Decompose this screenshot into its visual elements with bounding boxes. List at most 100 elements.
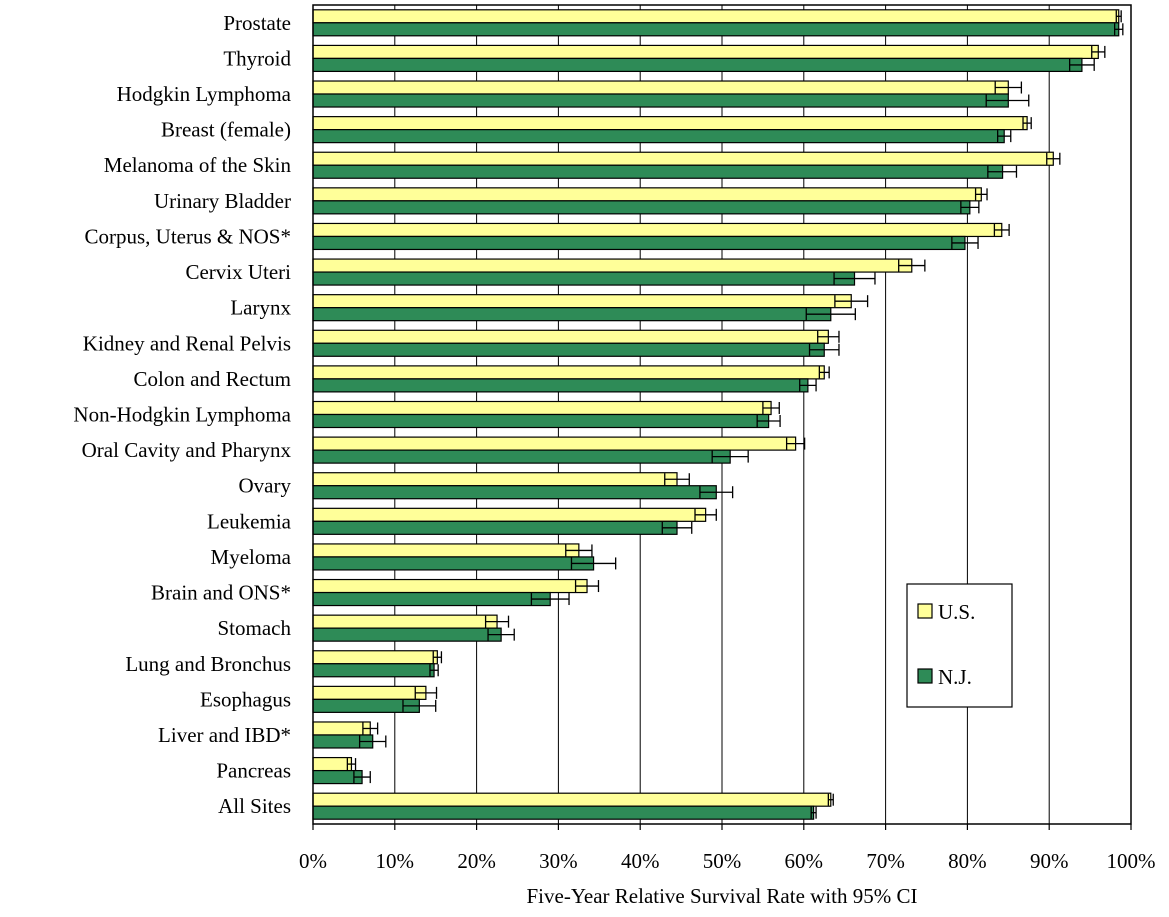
category-label: Kidney and Renal Pelvis [83, 331, 291, 355]
x-tick-label: 60% [785, 849, 824, 873]
bar-nj [312, 485, 717, 500]
category-label: Oral Cavity and Pharynx [82, 438, 292, 462]
x-tick-label: 10% [376, 849, 415, 873]
error-bar-us [346, 758, 357, 771]
bar-us [312, 792, 832, 807]
x-tick-label: 30% [539, 849, 578, 873]
error-bar-nj [960, 201, 980, 214]
bar-us [312, 151, 1054, 166]
category-label: Prostate [223, 11, 291, 35]
error-bar-us [818, 366, 830, 379]
error-bars [346, 10, 1124, 819]
category-label: Breast (female) [161, 118, 291, 142]
legend-swatch-nj [917, 668, 933, 684]
error-bar-nj [711, 450, 749, 463]
bar-us [312, 116, 1028, 131]
error-bar-nj [1069, 58, 1095, 71]
category-labels: Prostate Thyroid Hodgkin Lymphoma Breast (f… [73, 11, 291, 818]
bar-nj [312, 413, 770, 429]
x-tick-label: 100% [1107, 849, 1156, 873]
bar-nj [312, 378, 809, 393]
category-label: Urinary Bladder [154, 189, 291, 213]
error-bar-nj [985, 94, 1030, 107]
bar-nj [312, 57, 1083, 73]
bar-nj [312, 200, 971, 215]
error-bar-us [664, 473, 690, 486]
category-label: Myeloma [211, 545, 292, 569]
error-bar-us [762, 402, 780, 414]
category-label: Lung and Bronchus [125, 652, 291, 676]
bar-nj [312, 805, 815, 820]
x-axis-ticks: 0% 10% 20% 30% 40% 50% 60% 70% 80% 90% 100% [299, 824, 1156, 873]
bar-us [312, 187, 982, 202]
bar-us [312, 365, 825, 380]
error-bar-us [994, 81, 1023, 94]
bar-us [312, 756, 353, 772]
error-bar-us [974, 188, 988, 201]
bar-nj [312, 591, 551, 607]
bar-us [312, 222, 1003, 238]
error-bar-us [834, 295, 869, 308]
error-bar-us [574, 580, 600, 593]
error-bar-us [362, 722, 379, 735]
bar-nj [312, 556, 595, 571]
category-label: Larynx [230, 296, 291, 320]
bar-nj [312, 342, 825, 357]
error-bar-nj [1113, 23, 1124, 36]
x-tick-label: 80% [948, 849, 987, 873]
error-bar-nj [530, 593, 570, 606]
x-tick-label: 40% [621, 849, 660, 873]
category-label: Hodgkin Lymphoma [117, 82, 292, 106]
bar-nj [312, 271, 856, 286]
bar-us [312, 400, 772, 416]
error-bar-nj [997, 130, 1012, 143]
error-bar-us [1022, 117, 1032, 130]
error-bar-nj [833, 272, 876, 285]
bar-us [312, 258, 913, 273]
bar-nj [312, 164, 1004, 179]
legend: U.S. N.J. [906, 583, 1013, 708]
bar-nj [312, 129, 1005, 144]
error-bar-us [785, 437, 806, 450]
error-bar-nj [699, 486, 734, 499]
bar-us [312, 685, 427, 700]
bar-nj [312, 22, 1120, 37]
error-bar-nj [756, 415, 781, 427]
category-label: Pancreas [216, 759, 291, 783]
error-bar-nj [402, 699, 437, 712]
error-bar-us [1046, 152, 1061, 165]
error-bar-us [898, 259, 926, 272]
legend-label-nj: N.J. [938, 665, 972, 689]
category-label: Thyroid [223, 46, 291, 70]
category-label: Stomach [218, 616, 292, 640]
error-bar-nj [951, 236, 979, 249]
bar-us [312, 9, 1120, 24]
error-bar-us [1091, 45, 1106, 58]
error-bar-nj [810, 806, 817, 819]
x-tick-label: 0% [299, 849, 327, 873]
category-label: Colon and Rectum [134, 367, 291, 391]
bar-us [312, 436, 797, 451]
error-bar-nj [353, 771, 371, 784]
error-bar-us [1115, 10, 1122, 23]
bar-nj [312, 449, 731, 464]
bar-us [312, 294, 852, 309]
error-bar-us [993, 223, 1010, 236]
error-bar-us [432, 651, 443, 664]
error-bar-nj [358, 735, 387, 748]
error-bar-nj [805, 308, 856, 321]
bar-nj [312, 663, 435, 678]
bar-nj [312, 307, 832, 322]
error-bar-us [817, 330, 840, 343]
bar-nj [312, 627, 502, 642]
x-tick-label: 20% [457, 849, 496, 873]
error-bar-nj [487, 628, 515, 641]
x-tick-label: 70% [866, 849, 905, 873]
bar-us [312, 44, 1099, 60]
category-label: Leukemia [207, 509, 292, 533]
bar-us [312, 721, 371, 736]
x-tick-label: 50% [703, 849, 742, 873]
category-label: Non-Hodgkin Lymphoma [73, 403, 291, 427]
category-label: All Sites [218, 794, 291, 818]
